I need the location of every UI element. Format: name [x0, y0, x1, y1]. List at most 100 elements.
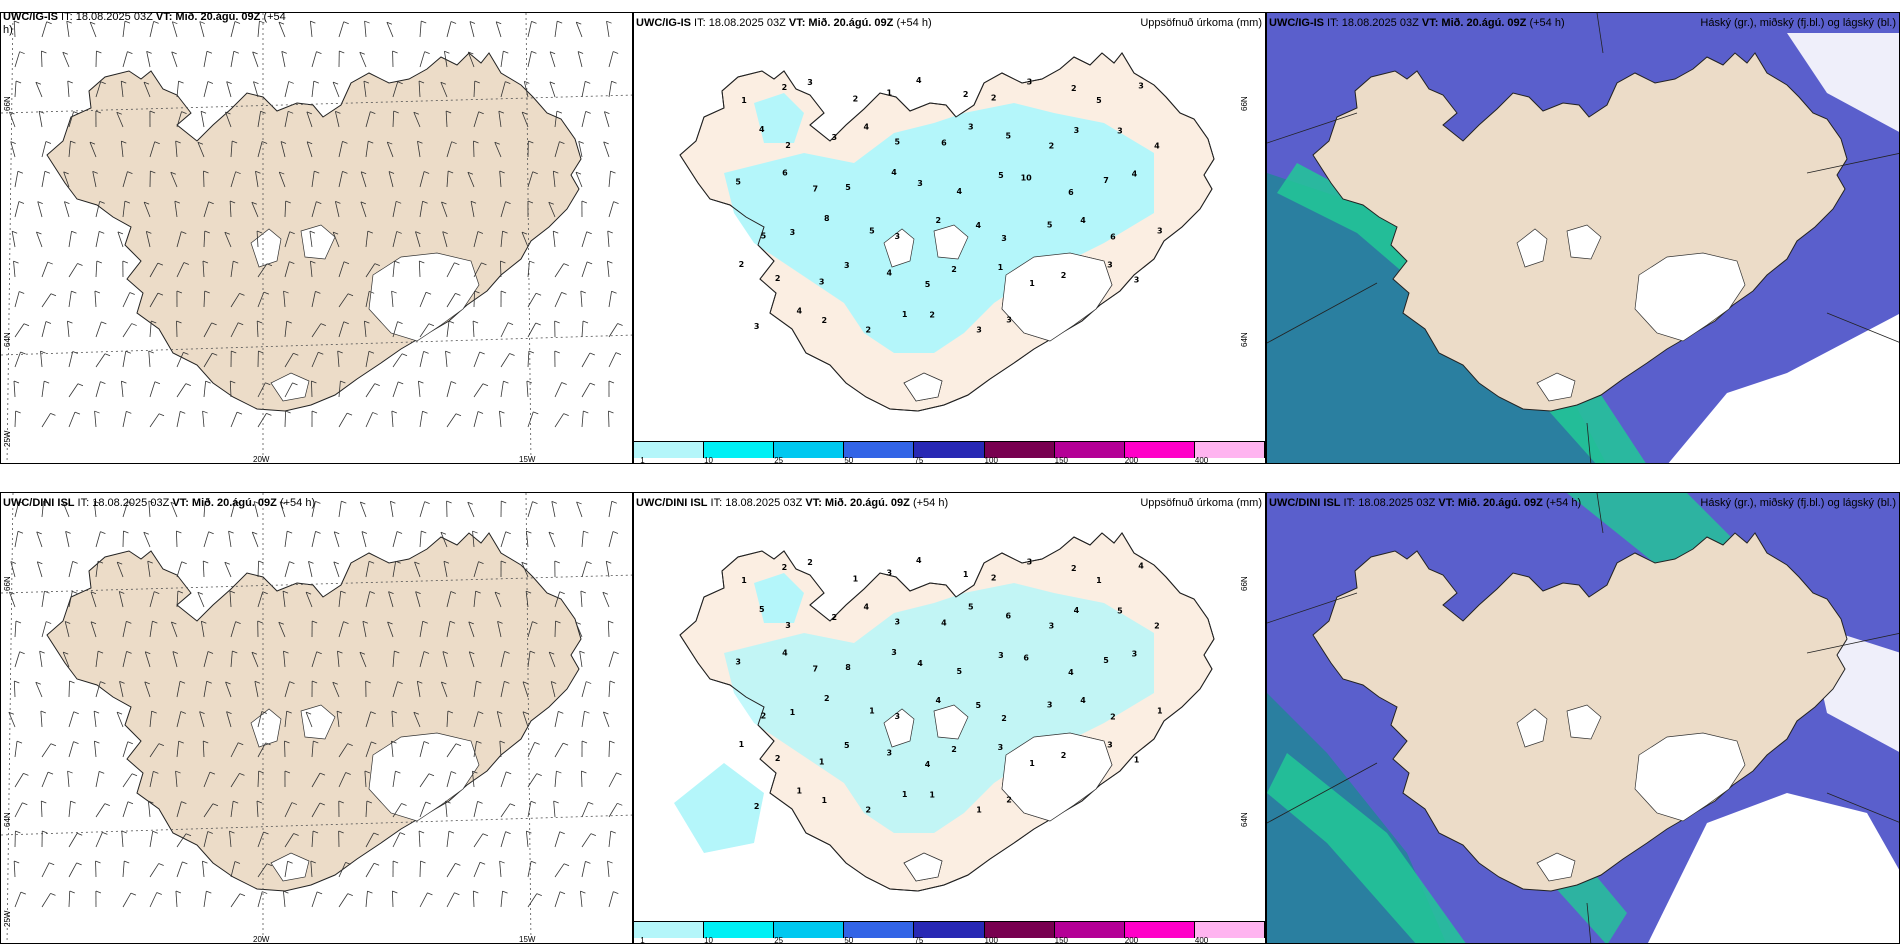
wind-barb [176, 561, 187, 578]
precip-value-label: 1 [822, 796, 828, 805]
wind-barb [41, 413, 56, 428]
wind-barb [554, 591, 565, 608]
wind-barb [203, 380, 211, 398]
wind-barb [14, 802, 28, 818]
wind-barb [175, 770, 181, 788]
wind-barb [10, 141, 16, 158]
wind-barb [171, 21, 178, 38]
wind-barb [419, 291, 432, 308]
wind-barb [14, 291, 25, 308]
wind-barb [311, 651, 322, 668]
wind-barb [392, 531, 403, 548]
wind-barb [14, 891, 26, 908]
wind-barb [446, 862, 461, 878]
precip-map-panel-top: UWC/IG-IS IT: 18.08.2025 03Z VT: Mið. 20… [633, 12, 1266, 464]
wind-barb [311, 323, 327, 338]
wind-barb [417, 140, 423, 158]
panel-title: UWC/IG-IS IT: 18.08.2025 03Z VT: Mið. 20… [636, 17, 932, 29]
wind-barb [608, 830, 616, 848]
legend-swatch [1194, 922, 1265, 938]
wind-barb [552, 230, 559, 248]
wind-barb [257, 831, 269, 848]
precip-value-label: 1 [853, 574, 859, 583]
wind-barb [359, 651, 367, 668]
legend-tick-label: 100 [984, 936, 998, 944]
precip-areas [674, 573, 1154, 853]
precip-value-label: 3 [1027, 77, 1033, 86]
longitude-line [6, 13, 14, 463]
wind-barb [442, 651, 449, 668]
precip-areas [724, 93, 1154, 353]
legend-tick-label: 400 [1194, 456, 1209, 464]
lon-label-20w: 20W [253, 935, 270, 944]
wind-barb [92, 170, 98, 188]
precip-value-label: 2 [865, 325, 871, 334]
wind-barb [202, 860, 208, 878]
wind-barb [338, 621, 349, 638]
wind-barb [581, 740, 588, 758]
longitude-line [6, 493, 14, 943]
wind-barb [143, 531, 151, 548]
wind-barb [257, 742, 271, 758]
wind-barb [575, 21, 583, 38]
wind-barb [94, 410, 100, 428]
wind-barb [283, 290, 289, 308]
longitude-line [525, 493, 532, 943]
precip-value-label: 3 [968, 123, 974, 132]
wind-barb [122, 260, 128, 278]
wind-barb [146, 50, 152, 68]
wind-barb [175, 530, 182, 548]
glacier [1516, 708, 1548, 748]
precip-value-label: 2 [739, 260, 745, 269]
wind-barb [440, 81, 448, 98]
wind-barb [365, 412, 378, 428]
wind-barb [230, 893, 246, 908]
precip-legend-bar [634, 921, 1265, 938]
wind-barb [500, 380, 509, 398]
precip-value-label: 3 [1134, 275, 1140, 284]
wind-barb [143, 201, 151, 218]
wind-barb [311, 170, 320, 188]
wind-barb [257, 350, 264, 368]
precip-value-label: 3 [895, 712, 901, 721]
wind-barb [527, 411, 539, 428]
wind-barb [37, 201, 43, 218]
wind-barbs [8, 500, 623, 908]
wind-barb [230, 861, 241, 878]
longitude-line [525, 13, 532, 463]
wind-barb [255, 170, 261, 188]
wind-barb [527, 21, 537, 38]
wind-barb [522, 681, 529, 698]
wind-barb [36, 231, 43, 248]
wind-barb [365, 263, 380, 278]
wind-barb [170, 621, 178, 638]
precip-value-label: 3 [819, 277, 825, 286]
legend-swatch [634, 442, 705, 458]
wind-barb [40, 800, 47, 818]
wind-barb [284, 860, 293, 878]
wind-barb [68, 290, 77, 308]
wind-barb [446, 292, 461, 308]
wind-barb [197, 141, 205, 158]
wind-barb [419, 20, 427, 38]
wind-barb [473, 833, 489, 848]
wind-barb [392, 560, 401, 578]
wind-barb [392, 832, 406, 848]
precip-value-label: 5 [845, 183, 851, 192]
wind-barb [446, 262, 460, 278]
wind-barb [581, 231, 592, 248]
precip-value-label: 3 [1001, 234, 1007, 243]
wind-barb [68, 800, 76, 818]
wind-barb [338, 293, 354, 308]
wind-barb [309, 20, 316, 38]
wind-barb [284, 833, 299, 848]
legend-tick-label: 1 [640, 456, 645, 464]
wind-barb [419, 651, 430, 668]
iceland-landmass [46, 52, 582, 412]
wind-barb [554, 110, 563, 128]
wind-barb [230, 650, 238, 668]
glacier [250, 708, 282, 748]
wind-barb [392, 81, 403, 98]
wind-barb [10, 561, 16, 578]
wind-barb [41, 321, 52, 338]
